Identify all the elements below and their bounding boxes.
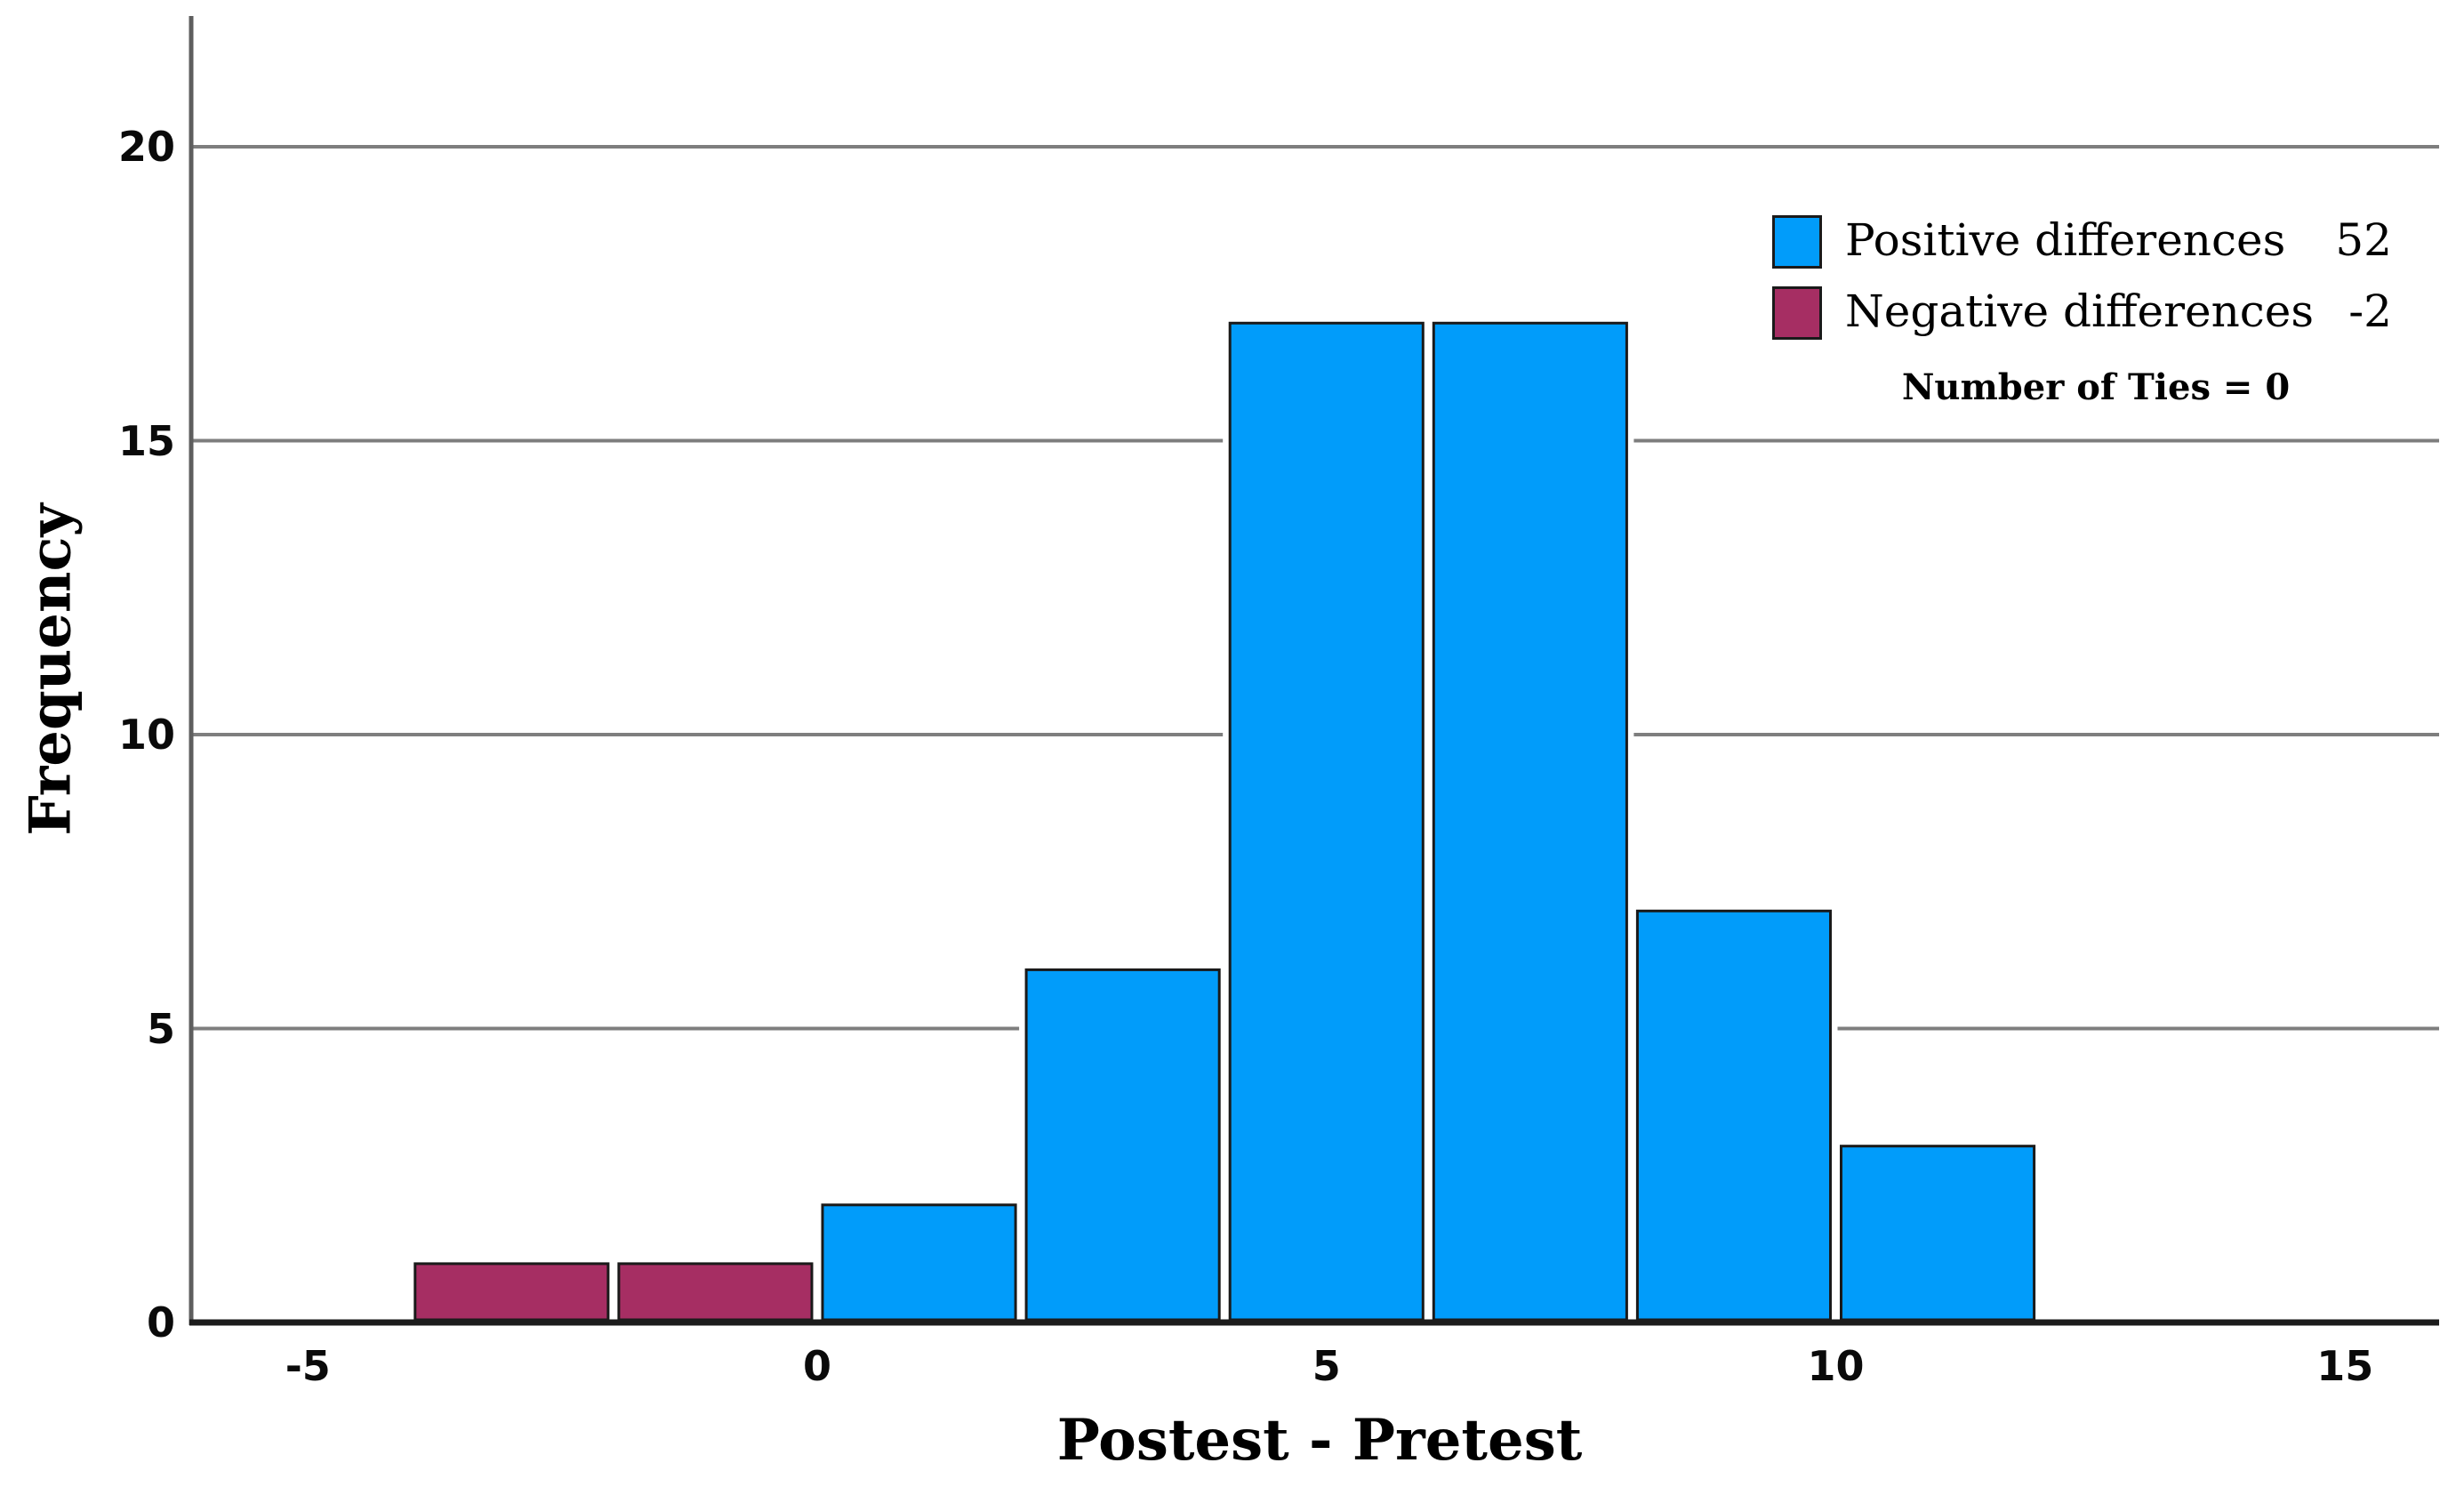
x-tick-label-15: 15 <box>2316 1342 2374 1390</box>
y-axis-title: Frequency <box>17 503 84 836</box>
histogram-bar-2-to-4 <box>1024 968 1221 1322</box>
histogram-bar-4-to-6 <box>1228 321 1425 1322</box>
y-tick-label-15: 15 <box>117 416 175 465</box>
histogram-bar-10-to-12 <box>1840 1145 2036 1322</box>
y-tick-label-5: 5 <box>146 1004 175 1053</box>
x-axis-title: Postest - Pretest <box>1056 1407 1583 1474</box>
histogram-bar--4-to--2 <box>413 1262 610 1322</box>
x-tick-label-0: 0 <box>802 1342 832 1390</box>
x-tick-label-5: 5 <box>1312 1342 1341 1390</box>
x-tick-label--5: -5 <box>285 1342 331 1390</box>
histogram-bar-0-to-2 <box>821 1203 1017 1322</box>
y-tick-label-10: 10 <box>117 711 175 759</box>
y-tick-label-0: 0 <box>146 1298 175 1346</box>
x-tick-label-10: 10 <box>1807 1342 1865 1390</box>
histogram-bar-8-to-10 <box>1635 909 1833 1322</box>
histogram-bar--2-to-0 <box>617 1262 814 1322</box>
y-tick-label-20: 20 <box>117 123 175 171</box>
histogram-bar-6-to-8 <box>1432 321 1628 1322</box>
